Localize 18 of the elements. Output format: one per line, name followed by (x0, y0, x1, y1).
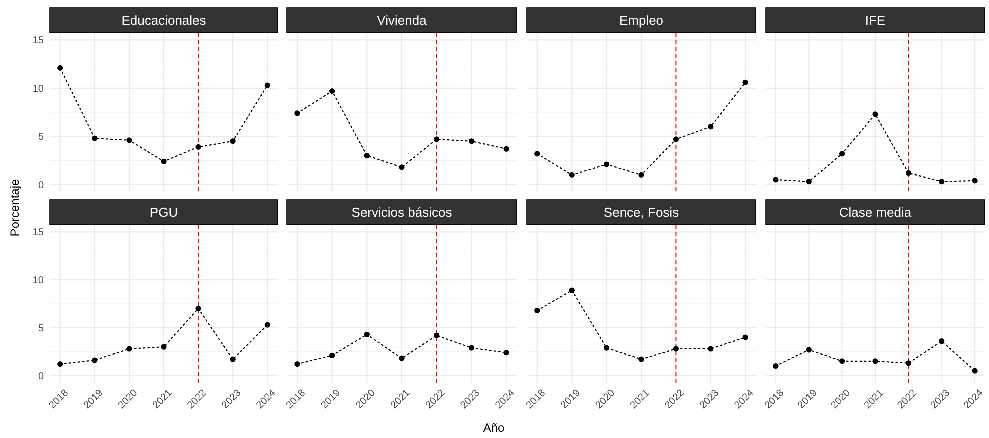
chart-title: Empleo (619, 13, 664, 28)
y-tick-label: 10 (32, 276, 44, 287)
y-tick-label: 0 (38, 180, 44, 192)
chart-title: Sence, Fosis (604, 205, 680, 220)
y-tick-label: 0 (38, 371, 44, 382)
y-tick-label: 5 (38, 132, 44, 144)
x-axis-title: Año (483, 421, 505, 435)
chart-title: Educacionales (122, 13, 207, 28)
y-tick-label: 5 (38, 323, 44, 334)
y-axis-title: Porcentaje (8, 178, 22, 237)
y-tick-label: 15 (32, 36, 44, 47)
chart-title: IFE (865, 13, 886, 28)
y-tick-label: 15 (32, 228, 44, 239)
chart-title: Clase media (839, 205, 912, 220)
chart-title: Servicios básicos (352, 205, 453, 220)
y-tick-label: 10 (32, 84, 44, 95)
chart-title: PGU (150, 205, 178, 220)
chart-title: Vivienda (377, 13, 428, 28)
